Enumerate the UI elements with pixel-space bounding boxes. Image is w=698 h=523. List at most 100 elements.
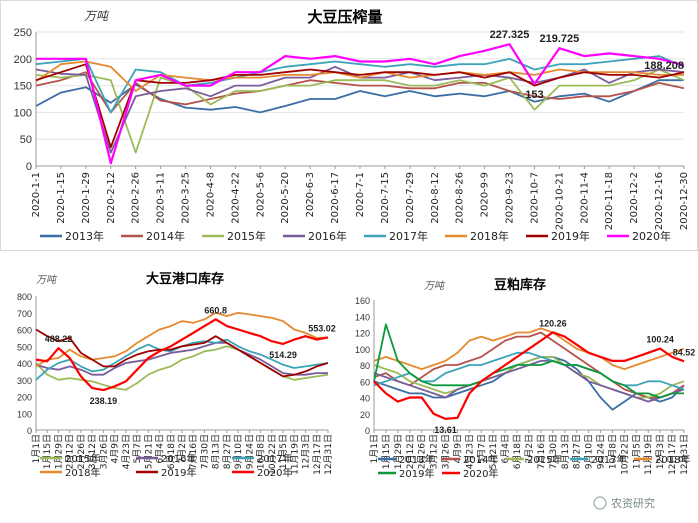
meal-y-tick-label: 100	[355, 345, 370, 355]
top-x-tick-label: 2020-5-6	[255, 172, 266, 217]
port-x-tick-label: 6月18日	[166, 434, 177, 469]
top-x-tick-label: 2020-10-21	[554, 172, 565, 230]
meal-y-tick-label: 80	[360, 361, 370, 371]
top-x-tick-label: 2020-12-2	[629, 172, 640, 224]
meal-stock-title: 豆粕库存	[494, 277, 546, 293]
crush-chart-series	[35, 43, 685, 165]
meal-x-tick-label: 1月15日	[381, 434, 392, 469]
meal-y-tick-label: 160	[355, 296, 370, 306]
port-x-tick-label: 9月24日	[244, 434, 255, 469]
top-x-tick-label: 2020-2-12	[106, 172, 117, 224]
port-y-tick-label: 100	[17, 409, 32, 419]
meal-x-tick-label: 6月18日	[512, 434, 523, 469]
watermark-text: 农资研究	[611, 496, 655, 510]
meal-stock-series	[373, 323, 685, 420]
port-legend-label: 2017年	[257, 452, 292, 465]
port-y-tick-label: 300	[17, 376, 32, 386]
meal-data-label: 100.24	[646, 335, 674, 345]
top-x-tick-label: 2020-9-23	[505, 172, 516, 224]
meal-series-2018年	[373, 327, 685, 371]
port-series-2018年	[35, 311, 329, 368]
meal-x-tick-label: 7月16日	[536, 434, 547, 469]
top-x-tick-label: 2020-7-29	[405, 172, 416, 224]
port-stock-annotations: 488.22 238.19 660.8 514.29 553.02	[45, 305, 336, 406]
port-x-tick-label: 3月26日	[98, 434, 109, 469]
top-legend-label: 2019年	[551, 229, 590, 243]
meal-legend-label: 2019年	[399, 467, 434, 480]
meal-x-tick-label: 4月9日	[452, 434, 463, 463]
top-y-tick-label: 250	[14, 27, 32, 39]
port-x-tick-label: 12月17日	[312, 434, 323, 475]
meal-x-tick-label: 6月4日	[500, 434, 511, 463]
port-x-tick-label: 11月19日	[289, 434, 300, 475]
top-series-2019年	[35, 63, 685, 149]
meal-series-2017年	[373, 351, 685, 391]
meal-x-tick-label: 9月24日	[596, 434, 607, 469]
port-series-2016年	[35, 341, 328, 376]
port-x-tick-label: 6月4日	[155, 434, 166, 463]
crush-chart-annotations: 227.325 153 219.725 188.208	[490, 29, 684, 101]
port-legend-label: 2020年	[257, 466, 292, 479]
meal-x-tick-label: 7月2日	[524, 434, 535, 463]
top-legend-label: 2020年	[632, 229, 671, 243]
top-x-tick-label: 2020-8-26	[455, 172, 466, 224]
top-x-tick-label: 2020-6-17	[330, 172, 341, 224]
top-data-label: 219.725	[540, 33, 580, 45]
port-y-tick-label: 0	[27, 426, 32, 436]
port-y-tick-label: 800	[17, 292, 32, 302]
top-legend-label: 2013年	[65, 229, 104, 243]
port-stock-unit: 万吨	[36, 274, 58, 286]
port-x-tick-label: 12月31日	[323, 434, 334, 475]
port-x-tick-label: 9月10日	[233, 434, 244, 469]
crush-chart-unit: 万吨	[84, 9, 110, 23]
meal-legend-label: 2017年	[591, 453, 626, 466]
top-series-2018年	[35, 60, 684, 92]
meal-stock-y-axis: 0 20 40 60 80 100 120 140 160	[355, 296, 375, 436]
meal-x-tick-label: 5月7日	[476, 434, 487, 463]
meal-x-tick-label: 5月21日	[488, 434, 499, 469]
crush-chart-title: 大豆压榨量	[307, 8, 382, 26]
top-x-tick-label: 2020-12-16	[654, 172, 665, 230]
port-x-tick-label: 7月30日	[199, 434, 210, 469]
meal-y-tick-label: 20	[360, 410, 370, 420]
top-x-tick-label: 2020-9-9	[480, 172, 491, 217]
meal-stock-x-axis: 1月1日 1月15日 1月29日 2月12日 2月26日 3月12日 3月26日 4月9日 4月…	[369, 429, 690, 475]
top-x-tick-label: 2020-6-3	[305, 172, 316, 217]
port-stock-legend: 2015年 2016年 2017年 2018年 2019年 2020年	[40, 452, 292, 479]
crush-chart-legend: 2013年 2014年 2015年 2016年 2017年 2018年 2019年 2020年	[40, 229, 671, 243]
meal-x-tick-label: 4月23日	[464, 434, 475, 469]
meal-x-tick-label: 3月12日	[429, 434, 440, 469]
port-legend-label: 2018年	[65, 466, 100, 479]
port-series-2019年	[35, 328, 329, 378]
meal-x-tick-label: 8月13日	[560, 434, 571, 469]
watermark: 农资研究	[593, 496, 655, 510]
meal-y-tick-label: 120	[355, 329, 370, 339]
meal-x-tick-label: 12月31日	[679, 434, 690, 475]
crush-chart-x-axis: 2020-1-1 2020-1-15 2020-1-29 2020-2-12 2020-…	[31, 165, 690, 230]
meal-x-tick-label: 11月5日	[631, 434, 642, 469]
meal-stock-legend: 2013年 2014年 2015年 2017年 2018年 2019年 2020年	[378, 453, 690, 480]
port-data-label: 660.8	[204, 305, 227, 315]
meal-data-label: 120.26	[539, 318, 567, 328]
top-data-label: 227.325	[490, 29, 530, 41]
top-data-label: 188.208	[644, 60, 684, 72]
top-series-2020年	[36, 43, 685, 165]
top-legend-label: 2017年	[389, 229, 428, 243]
meal-data-label: 84.52	[673, 347, 696, 357]
port-legend-label: 2015年	[65, 452, 100, 465]
port-data-label: 488.22	[45, 334, 73, 344]
port-data-label: 238.19	[90, 396, 118, 406]
crush-chart-y-axis: 0 50 100 150 200 250	[14, 27, 37, 173]
top-y-tick-label: 150	[14, 81, 32, 93]
meal-legend-label: 2015年	[527, 453, 562, 466]
port-x-tick-label: 2月12日	[65, 434, 76, 469]
top-x-tick-label: 2020-2-26	[131, 172, 142, 224]
meal-x-tick-label: 1月1日	[369, 434, 380, 463]
top-x-tick-label: 2020-3-25	[181, 172, 192, 224]
port-x-tick-label: 4月9日	[110, 434, 121, 463]
meal-y-tick-label: 140	[355, 312, 370, 322]
top-legend-label: 2015年	[227, 229, 266, 243]
port-y-tick-label: 200	[17, 393, 32, 403]
port-y-tick-label: 500	[17, 342, 32, 352]
meal-x-tick-label: 11月19日	[643, 434, 654, 475]
